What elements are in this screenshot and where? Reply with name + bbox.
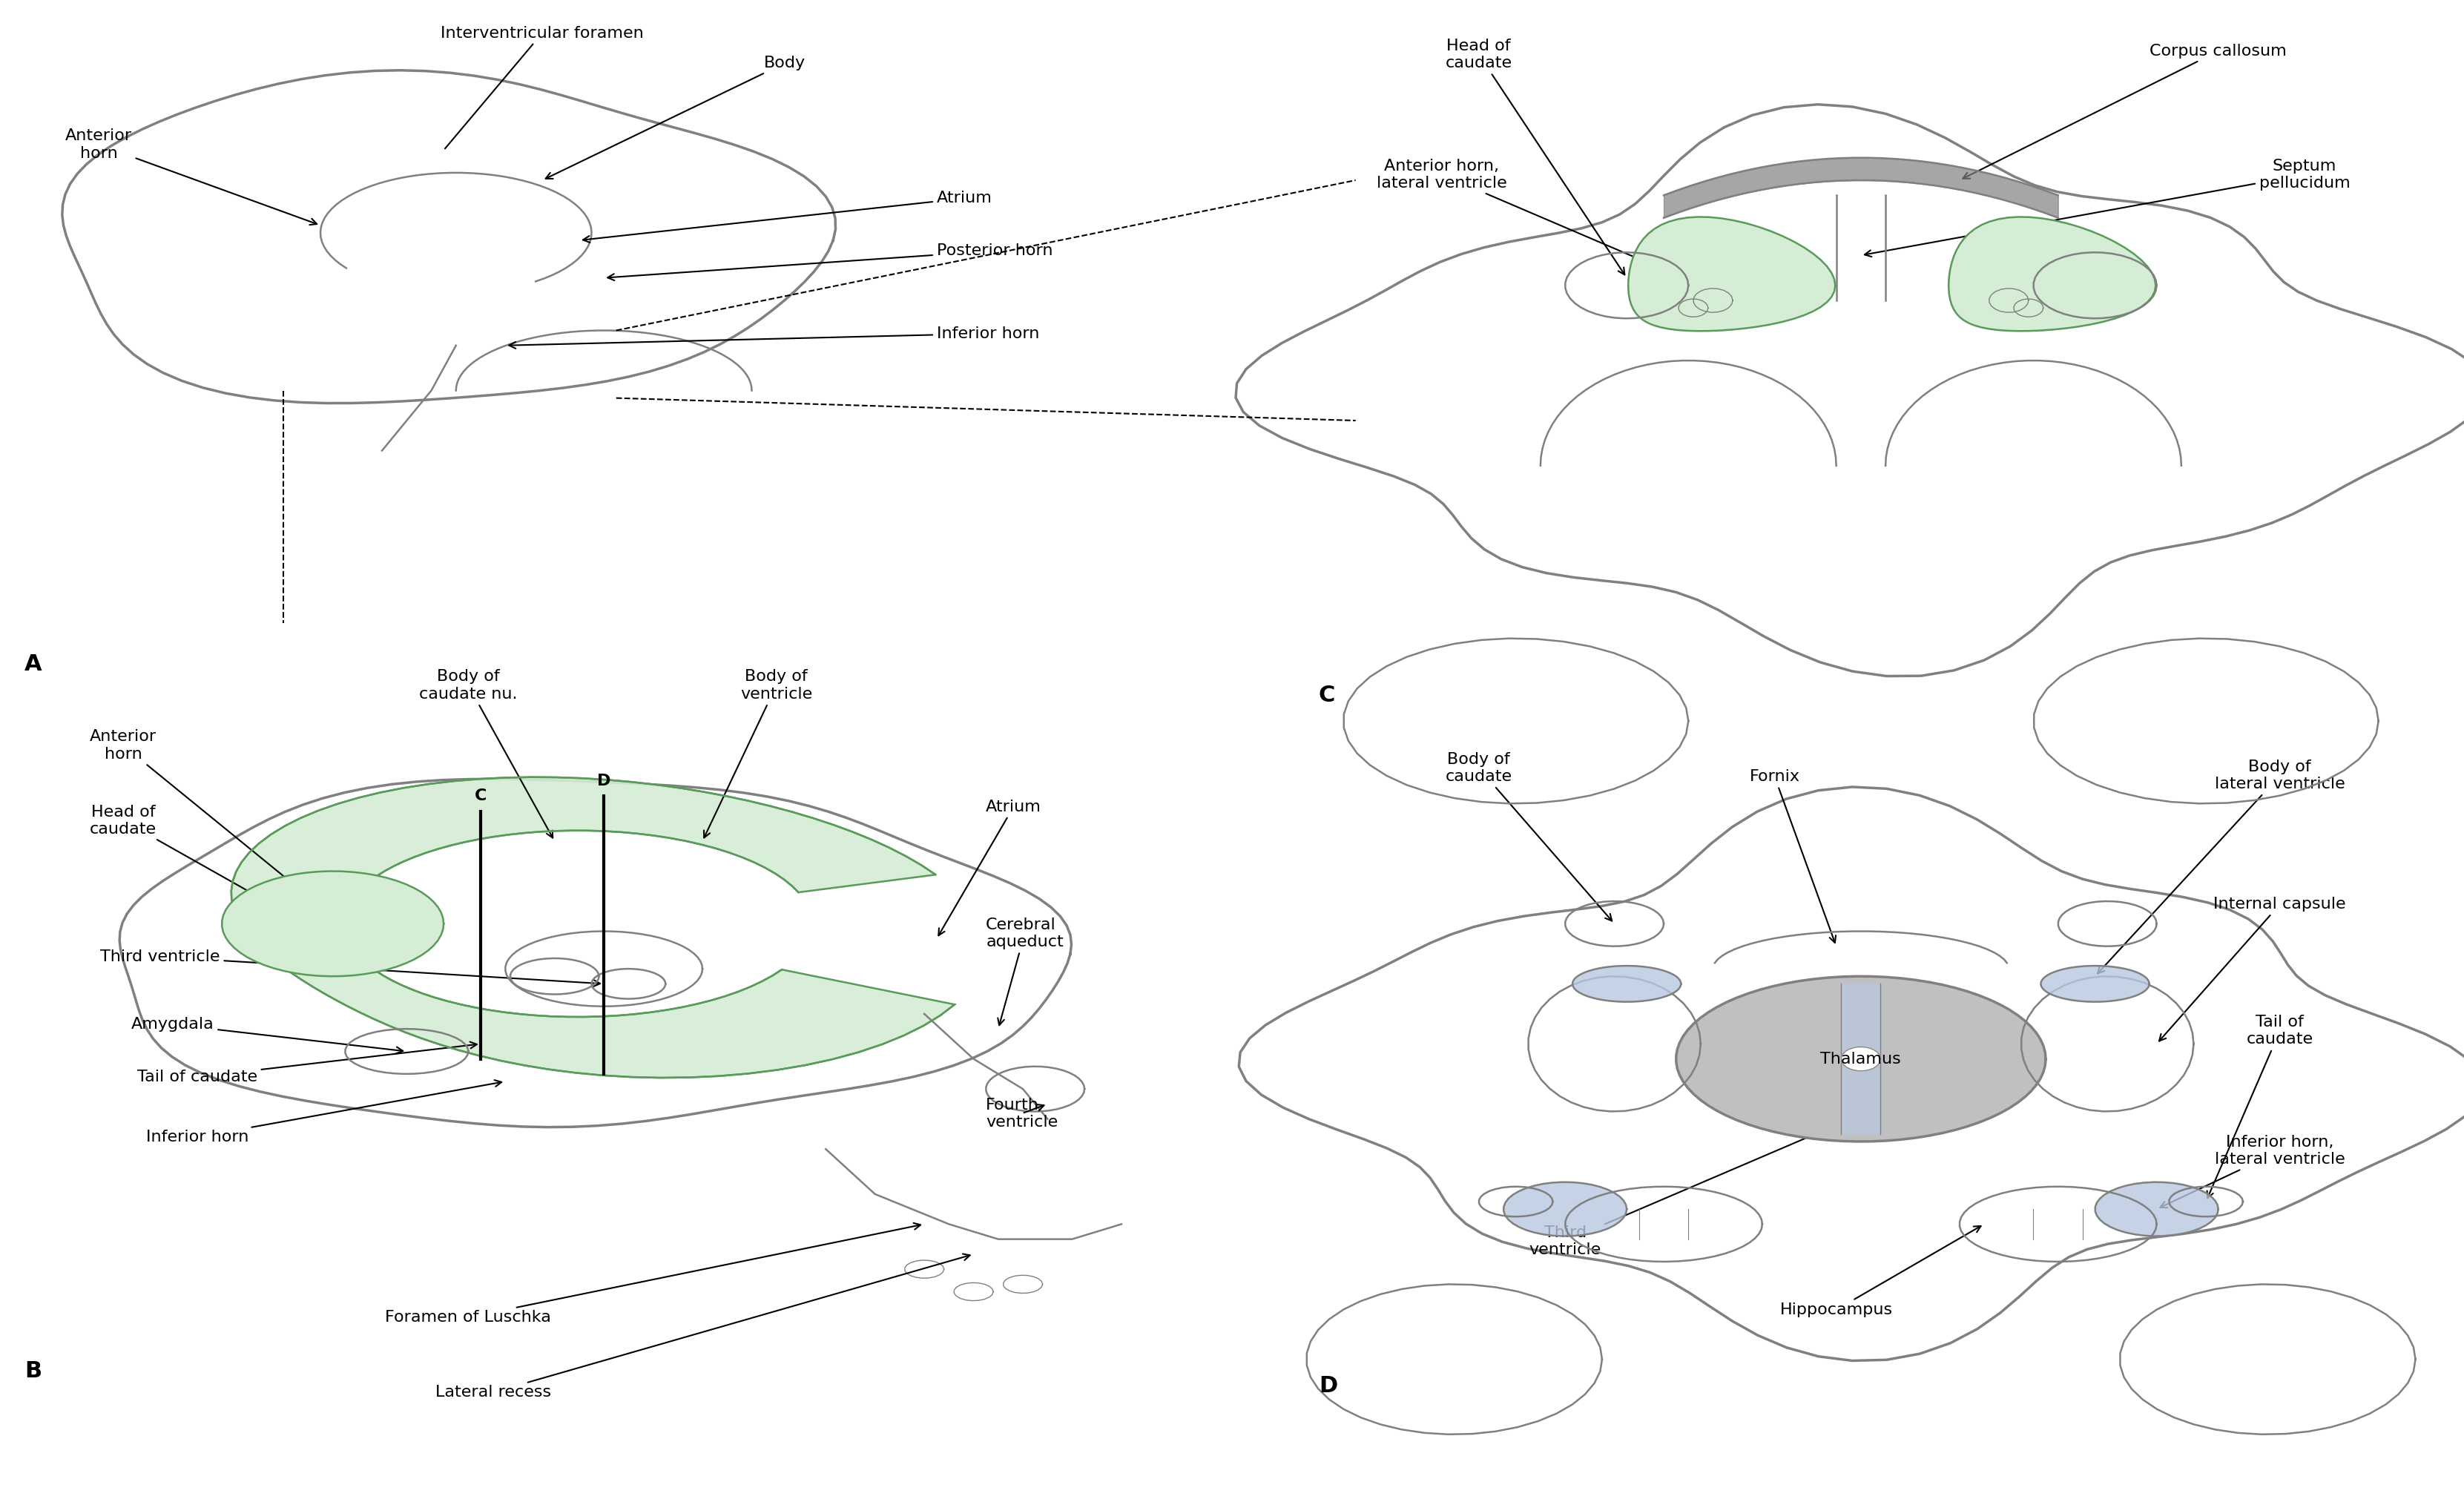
Polygon shape: [1572, 966, 1680, 1002]
Text: Body of
lateral ventricle: Body of lateral ventricle: [2097, 760, 2343, 973]
Text: D: D: [1318, 1376, 1338, 1397]
Text: Tail of caudate: Tail of caudate: [138, 1042, 476, 1084]
Text: Third
ventricle: Third ventricle: [1528, 1105, 1882, 1257]
Text: Atrium: Atrium: [584, 191, 993, 242]
Polygon shape: [1841, 984, 1880, 1134]
Text: Hippocampus: Hippocampus: [1779, 1226, 1981, 1317]
Text: Body of
caudate: Body of caudate: [1444, 753, 1611, 921]
Text: Corpus callosum: Corpus callosum: [1961, 44, 2287, 179]
Text: Head of
caudate: Head of caudate: [1444, 39, 1624, 275]
Text: Body: Body: [545, 56, 806, 179]
Text: Thalamus: Thalamus: [1821, 1051, 1900, 1066]
Text: Anterior horn,
lateral ventricle: Anterior horn, lateral ventricle: [1377, 159, 1698, 284]
Text: Inferior horn: Inferior horn: [510, 326, 1040, 348]
Polygon shape: [62, 71, 835, 403]
Text: Tail of
caudate: Tail of caudate: [2205, 1015, 2314, 1199]
Text: Posterior horn: Posterior horn: [609, 243, 1052, 281]
Polygon shape: [222, 871, 444, 976]
Polygon shape: [232, 777, 954, 1078]
Polygon shape: [1239, 787, 2464, 1361]
Polygon shape: [456, 330, 752, 391]
Text: D: D: [596, 774, 611, 789]
Polygon shape: [2033, 638, 2378, 804]
Polygon shape: [118, 780, 1072, 1126]
Text: Atrium: Atrium: [939, 799, 1042, 936]
Text: Third ventricle: Third ventricle: [101, 949, 599, 987]
Polygon shape: [1841, 1047, 1880, 1071]
Polygon shape: [1343, 638, 1688, 804]
Text: Internal capsule: Internal capsule: [2158, 897, 2346, 1041]
Text: Inferior horn: Inferior horn: [145, 1080, 500, 1145]
Text: Septum
pellucidum: Septum pellucidum: [1865, 159, 2348, 257]
Text: Amygdala: Amygdala: [131, 1017, 402, 1053]
Text: B: B: [25, 1361, 42, 1382]
Polygon shape: [1676, 976, 2045, 1142]
Polygon shape: [1234, 105, 2464, 676]
Text: Anterior
horn: Anterior horn: [64, 129, 318, 225]
Text: Cerebral
aqueduct: Cerebral aqueduct: [986, 918, 1064, 1026]
Polygon shape: [2040, 966, 2149, 1002]
Text: Body of
ventricle: Body of ventricle: [705, 670, 813, 838]
Polygon shape: [1949, 216, 2156, 330]
Text: Body of
caudate nu.: Body of caudate nu.: [419, 670, 552, 838]
Polygon shape: [2119, 1284, 2415, 1434]
Polygon shape: [1306, 1284, 1602, 1434]
Text: C: C: [1318, 685, 1335, 706]
Text: Head of
caudate: Head of caudate: [89, 805, 330, 937]
Text: Anterior
horn: Anterior horn: [89, 730, 330, 913]
Polygon shape: [2094, 1182, 2218, 1236]
Text: Lateral recess: Lateral recess: [436, 1254, 971, 1400]
Text: A: A: [25, 653, 42, 674]
Text: Fornix: Fornix: [1749, 769, 1836, 943]
Text: Fourth
ventricle: Fourth ventricle: [986, 1098, 1057, 1130]
Text: C: C: [476, 789, 485, 804]
Text: Interventricular foramen: Interventricular foramen: [441, 26, 643, 149]
Text: Foramen of Luschka: Foramen of Luschka: [384, 1223, 919, 1325]
Polygon shape: [1503, 1182, 1626, 1236]
Text: Inferior horn,
lateral ventricle: Inferior horn, lateral ventricle: [2158, 1136, 2343, 1208]
Polygon shape: [1629, 216, 1836, 330]
